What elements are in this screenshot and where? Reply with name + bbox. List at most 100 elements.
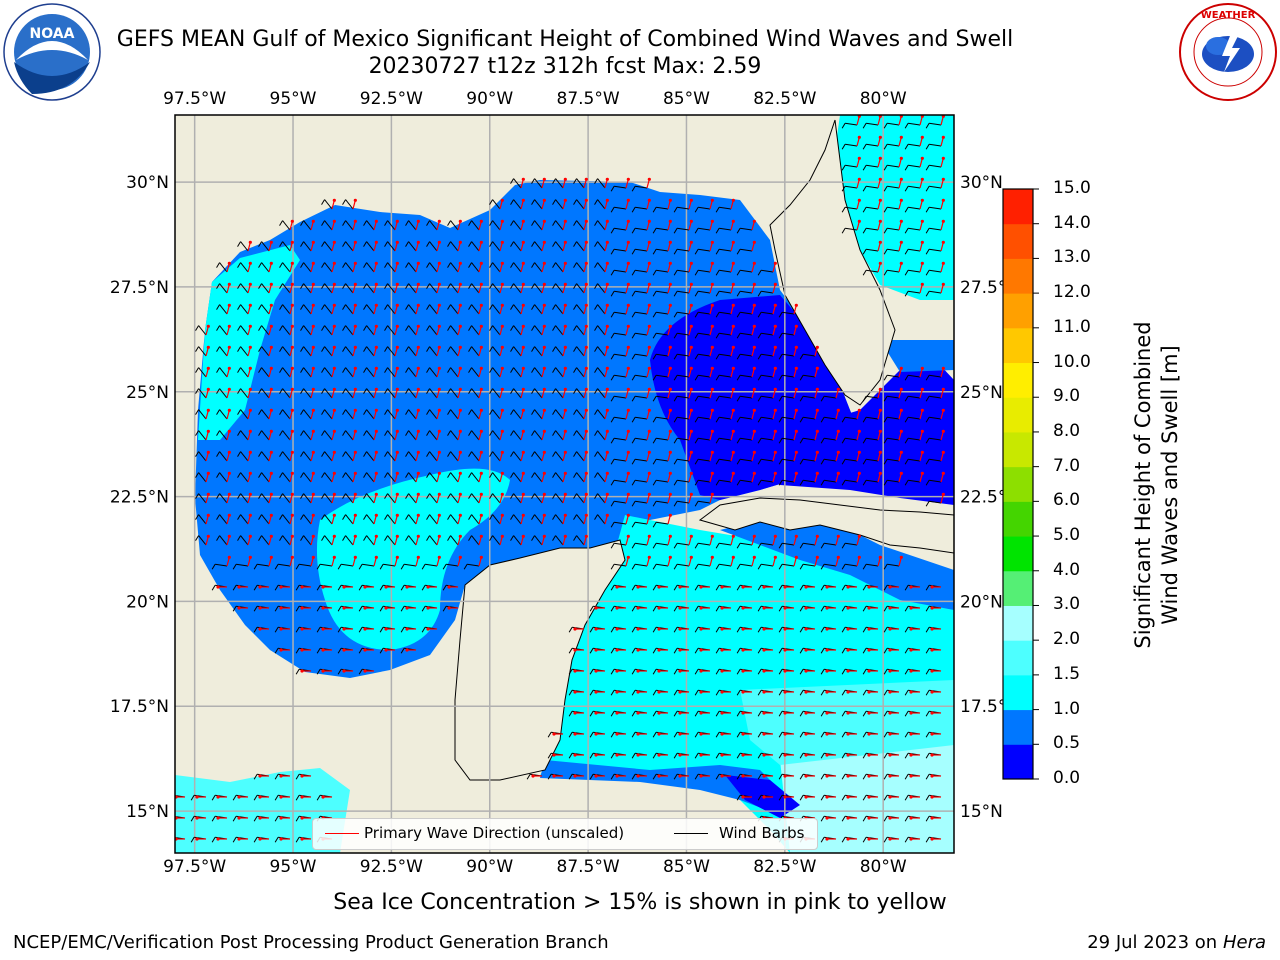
wind-barb-feather <box>552 430 556 436</box>
wave-direction-arrowhead <box>321 669 325 673</box>
wind-barb-feather <box>799 794 804 801</box>
wave-direction-arrowhead <box>668 387 672 391</box>
wind-barb-feather <box>489 346 493 352</box>
wind-barb <box>845 206 858 210</box>
wave-direction-arrowhead <box>594 711 598 715</box>
wind-barb <box>677 500 690 504</box>
wave-direction-arrowhead <box>479 450 483 454</box>
wave-direction-arrowhead <box>836 450 840 454</box>
wave-direction-arrowhead <box>552 774 556 778</box>
wind-barb-feather <box>862 437 867 444</box>
wind-barb <box>597 178 606 189</box>
wind-barb-feather <box>531 199 535 205</box>
wind-barb <box>929 248 942 252</box>
wave-direction-arrowhead <box>657 732 661 736</box>
wave-direction-arrowhead <box>615 648 619 652</box>
wind-barb-feather <box>363 535 367 541</box>
wind-barb <box>299 563 312 567</box>
wind-barb-feather <box>631 731 636 738</box>
wind-barb-feather <box>841 437 846 444</box>
wind-barb-feather <box>715 731 720 738</box>
lon-tick-bottom: 80°W <box>860 857 907 877</box>
wind-barb-feather <box>841 143 846 150</box>
wind-barb-feather <box>568 731 573 738</box>
wind-barb-feather <box>883 227 888 234</box>
wind-barb <box>450 388 459 399</box>
wind-barb-feather <box>531 178 535 184</box>
wave-direction-arrowhead <box>689 408 693 412</box>
wave-direction-arrowhead <box>909 774 913 778</box>
wave-direction-arrowhead <box>720 732 724 736</box>
wind-barb <box>698 500 711 504</box>
wave-direction-arrowhead <box>636 753 640 757</box>
wind-barb-feather <box>552 472 556 478</box>
wave-direction-arrowhead <box>258 774 262 778</box>
wind-barb-feather <box>862 206 867 213</box>
wind-barb-feather <box>426 262 430 268</box>
wave-direction-arrowhead <box>720 753 724 757</box>
wave-direction-arrowhead <box>867 585 871 589</box>
wind-barb <box>887 416 900 420</box>
wind-barb <box>908 143 921 147</box>
wave-direction-arrowhead <box>941 450 945 454</box>
wind-barb <box>408 388 417 399</box>
wind-barb-feather <box>342 451 346 457</box>
wind-barb-feather <box>883 773 888 780</box>
wave-direction-arrowhead <box>563 177 567 181</box>
wind-barb-feather <box>426 451 430 457</box>
wave-direction-arrowhead <box>794 429 798 433</box>
wind-barb <box>803 563 816 567</box>
wind-barb-feather <box>862 710 867 717</box>
wind-barb <box>366 409 375 420</box>
wave-direction-arrowhead <box>521 303 525 307</box>
wave-direction-arrowhead <box>563 387 567 391</box>
wave-direction-arrowhead <box>584 324 588 328</box>
wind-barb-feather <box>295 584 300 591</box>
wave-direction-arrowhead <box>416 345 420 349</box>
wind-barb <box>677 458 690 462</box>
wind-barb-feather <box>531 430 535 436</box>
wave-direction-arrowhead <box>930 690 934 694</box>
wind-barb-feather <box>757 269 762 276</box>
wave-direction-arrowhead <box>941 387 945 391</box>
wave-direction-arrowhead <box>437 282 441 286</box>
wind-barb <box>614 290 627 294</box>
wave-direction-arrowhead <box>353 513 357 517</box>
wind-barb-feather <box>715 311 720 318</box>
wind-barb-feather <box>715 206 720 213</box>
wind-barb-feather <box>778 479 783 486</box>
wave-direction-arrowhead <box>206 450 210 454</box>
wind-barb <box>408 367 417 378</box>
wind-barb-feather <box>568 689 573 696</box>
wind-barb-feather <box>862 731 867 738</box>
wind-barb <box>345 220 354 231</box>
wind-barb <box>656 542 669 546</box>
wave-direction-arrowhead <box>668 219 672 223</box>
wind-barb-feather <box>489 304 493 310</box>
wind-barb <box>803 416 816 420</box>
wind-barb <box>908 395 921 399</box>
wind-barb-feather <box>253 563 258 570</box>
wind-barb <box>740 479 753 483</box>
wind-barb-feather <box>883 689 888 696</box>
wave-direction-arrowhead <box>416 261 420 265</box>
wave-direction-arrowhead <box>363 669 367 673</box>
wave-direction-arrowhead <box>930 837 934 841</box>
wind-barb <box>656 206 669 210</box>
wind-barb-feather <box>300 304 304 310</box>
wave-direction-arrowhead <box>899 450 903 454</box>
wind-barb <box>782 332 795 336</box>
wind-barb-feather <box>489 325 493 331</box>
wave-direction-arrowhead <box>846 753 850 757</box>
wind-barb-feather <box>358 584 363 591</box>
wind-barb-feather <box>300 514 304 520</box>
wind-barb-feather <box>841 605 846 612</box>
wind-barb <box>450 451 459 462</box>
colorbar-tick-label: 13.0 <box>1053 247 1091 268</box>
wind-barb <box>450 220 459 231</box>
wind-barb-feather <box>384 283 388 289</box>
wind-barb-feather <box>552 325 556 331</box>
wind-barb-feather <box>447 535 451 541</box>
wave-direction-arrowhead <box>195 816 199 820</box>
wave-direction-arrowhead <box>248 513 252 517</box>
